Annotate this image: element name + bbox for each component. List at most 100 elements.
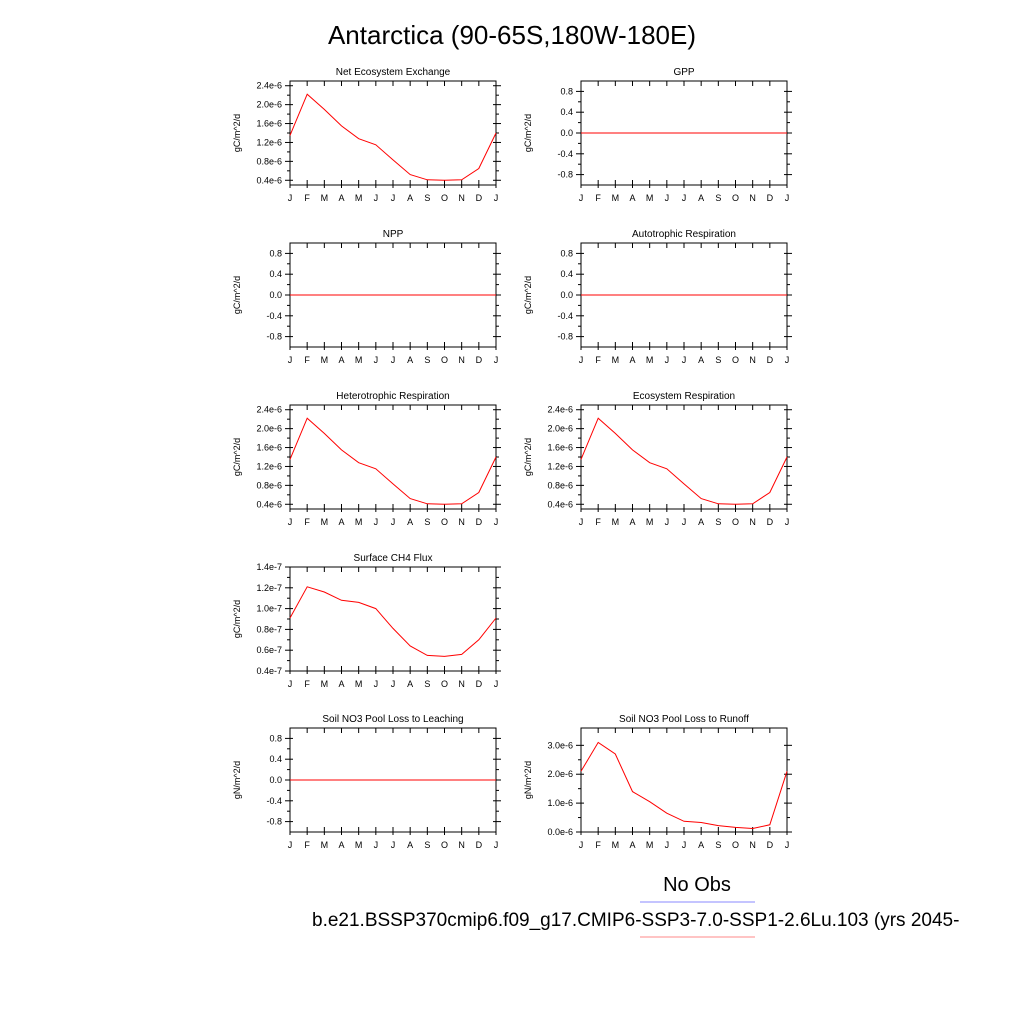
x-tick-label: J bbox=[391, 355, 396, 365]
legend-model-label: b.e21.BSSP370cmip6.f09_g17.CMIP6-SSP3-7.… bbox=[312, 910, 959, 931]
x-tick-label: A bbox=[407, 517, 413, 527]
y-tick-label: 1.0e-6 bbox=[547, 798, 573, 808]
x-tick-label: D bbox=[767, 355, 774, 365]
x-tick-label: J bbox=[391, 193, 396, 203]
x-tick-label: N bbox=[749, 517, 756, 527]
x-tick-label: O bbox=[732, 355, 739, 365]
x-tick-label: O bbox=[441, 679, 448, 689]
y-axis-label: gC/m^2/d bbox=[232, 114, 242, 152]
y-tick-label: 2.0e-6 bbox=[256, 424, 282, 434]
y-axis-label: gN/m^2/d bbox=[232, 761, 242, 799]
y-tick-label: 2.4e-6 bbox=[256, 81, 282, 91]
y-tick-label: -0.8 bbox=[266, 332, 282, 342]
x-tick-label: D bbox=[476, 517, 483, 527]
legend-obs-label: No Obs bbox=[663, 874, 731, 896]
y-tick-label: -0.8 bbox=[557, 170, 573, 180]
x-tick-label: M bbox=[612, 517, 620, 527]
x-tick-label: A bbox=[338, 517, 344, 527]
x-tick-label: A bbox=[407, 840, 413, 850]
y-tick-label: 0.8e-6 bbox=[547, 480, 573, 490]
panel-title: NPP bbox=[383, 229, 404, 240]
x-tick-label: O bbox=[441, 840, 448, 850]
series-line bbox=[289, 586, 497, 657]
x-tick-label: J bbox=[682, 517, 687, 527]
y-tick-label: 0.0 bbox=[560, 290, 573, 300]
x-tick-label: J bbox=[665, 840, 670, 850]
y-tick-label: 1.6e-6 bbox=[256, 443, 282, 453]
y-tick-label: 0.8 bbox=[560, 86, 573, 96]
x-tick-label: S bbox=[715, 355, 721, 365]
x-tick-label: J bbox=[288, 193, 293, 203]
legend: No Obs b.e21.BSSP370cmip6.f09_g17.CMIP6-… bbox=[312, 874, 959, 938]
series-line bbox=[289, 93, 497, 181]
x-tick-label: S bbox=[715, 193, 721, 203]
x-tick-label: A bbox=[629, 517, 635, 527]
y-tick-label: 2.0e-6 bbox=[547, 424, 573, 434]
x-tick-label: J bbox=[579, 840, 584, 850]
y-tick-label: 0.8e-7 bbox=[256, 624, 282, 634]
x-tick-label: S bbox=[424, 355, 430, 365]
x-tick-label: O bbox=[441, 355, 448, 365]
x-tick-label: O bbox=[732, 517, 739, 527]
y-tick-label: 0.0 bbox=[269, 775, 282, 785]
x-tick-label: J bbox=[494, 679, 499, 689]
x-tick-label: D bbox=[767, 193, 774, 203]
x-tick-label: A bbox=[629, 193, 635, 203]
y-tick-label: -0.8 bbox=[557, 332, 573, 342]
x-tick-label: S bbox=[715, 517, 721, 527]
y-tick-label: 0.8e-6 bbox=[256, 480, 282, 490]
x-tick-label: O bbox=[732, 193, 739, 203]
y-tick-label: -0.4 bbox=[266, 796, 282, 806]
x-tick-label: F bbox=[304, 517, 310, 527]
x-tick-label: D bbox=[767, 517, 774, 527]
x-tick-label: J bbox=[391, 517, 396, 527]
y-tick-label: 0.4 bbox=[560, 269, 573, 279]
y-tick-label: 1.2e-6 bbox=[256, 137, 282, 147]
x-tick-label: F bbox=[304, 355, 310, 365]
series-line bbox=[580, 417, 788, 505]
x-tick-label: D bbox=[476, 679, 483, 689]
x-tick-label: O bbox=[441, 193, 448, 203]
panel-title: Autotrophic Respiration bbox=[632, 229, 736, 240]
x-tick-label: J bbox=[682, 193, 687, 203]
x-tick-label: J bbox=[785, 193, 790, 203]
x-tick-label: M bbox=[321, 840, 329, 850]
y-tick-label: 1.6e-6 bbox=[256, 119, 282, 129]
y-tick-label: 0.6e-7 bbox=[256, 645, 282, 655]
x-tick-label: F bbox=[304, 679, 310, 689]
y-tick-label: -0.4 bbox=[266, 311, 282, 321]
x-tick-label: J bbox=[665, 193, 670, 203]
x-tick-label: J bbox=[579, 517, 584, 527]
x-tick-label: S bbox=[424, 840, 430, 850]
x-tick-label: A bbox=[698, 840, 704, 850]
panel-title: Surface CH4 Flux bbox=[354, 553, 433, 564]
y-tick-label: 3.0e-6 bbox=[547, 740, 573, 750]
panel-title: Ecosystem Respiration bbox=[633, 391, 735, 402]
x-tick-label: S bbox=[715, 840, 721, 850]
x-tick-label: M bbox=[646, 355, 654, 365]
y-axis-label: gC/m^2/d bbox=[523, 114, 533, 152]
y-axis-label: gC/m^2/d bbox=[232, 438, 242, 476]
x-tick-label: M bbox=[321, 517, 329, 527]
x-tick-label: O bbox=[732, 840, 739, 850]
y-tick-label: 2.0e-6 bbox=[256, 100, 282, 110]
x-tick-label: M bbox=[612, 193, 620, 203]
y-tick-label: 1.2e-6 bbox=[256, 461, 282, 471]
x-tick-label: N bbox=[749, 193, 756, 203]
x-tick-label: J bbox=[374, 517, 379, 527]
panel-8: Soil NO3 Pool Loss to Leaching gN/m^2/d J F… bbox=[232, 714, 501, 850]
y-tick-label: 2.0e-6 bbox=[547, 769, 573, 779]
x-tick-label: M bbox=[321, 679, 329, 689]
y-tick-label: -0.4 bbox=[557, 149, 573, 159]
x-tick-label: M bbox=[646, 840, 654, 850]
x-tick-label: N bbox=[458, 193, 465, 203]
x-tick-label: A bbox=[407, 355, 413, 365]
